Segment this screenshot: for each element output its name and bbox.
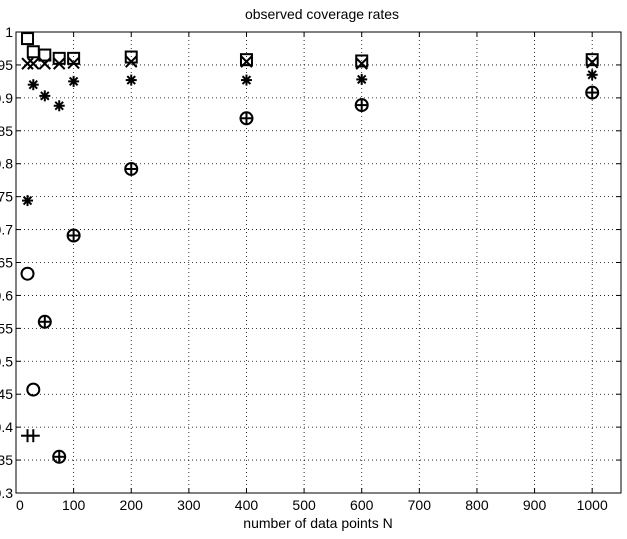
x-tick-label: 0 bbox=[16, 497, 24, 513]
x-marker bbox=[585, 56, 599, 69]
x-marker bbox=[240, 55, 253, 68]
x-tick-label: 100 bbox=[62, 497, 86, 513]
plus-marker bbox=[355, 98, 369, 112]
square-marker bbox=[26, 45, 40, 59]
y-tick-label: 0.8 bbox=[0, 156, 13, 172]
x-tick-label: 600 bbox=[350, 497, 374, 513]
asterisk-marker bbox=[240, 74, 252, 86]
plus-marker bbox=[239, 111, 253, 125]
x-marker bbox=[125, 55, 138, 68]
x-axis-label: number of data points N bbox=[243, 515, 392, 531]
plus-marker bbox=[124, 162, 138, 176]
square-marker bbox=[239, 53, 253, 67]
circle-marker bbox=[20, 266, 35, 281]
x-tick-label: 200 bbox=[120, 497, 144, 513]
plus-marker bbox=[52, 450, 66, 464]
plus-marker bbox=[585, 86, 599, 100]
x-marker bbox=[355, 57, 368, 70]
x-marker bbox=[21, 57, 34, 70]
y-tick-label: 0.4 bbox=[0, 419, 13, 435]
y-tick-label: 0.7 bbox=[0, 222, 13, 238]
square-marker bbox=[21, 32, 35, 46]
x-marker bbox=[38, 57, 52, 70]
y-tick-label: 1 bbox=[5, 24, 13, 40]
asterisk-marker bbox=[53, 100, 65, 112]
y-tick-label: 0.3 bbox=[0, 485, 13, 501]
asterisk-marker bbox=[22, 195, 34, 207]
plus-marker bbox=[38, 315, 52, 329]
x-tick-label: 1000 bbox=[577, 497, 608, 513]
x-tick-label: 700 bbox=[408, 497, 432, 513]
asterisk-marker bbox=[586, 69, 598, 81]
plus-marker bbox=[67, 228, 81, 242]
square-marker bbox=[585, 53, 599, 67]
plot-frame bbox=[15, 31, 622, 494]
y-tick-label: 0.55 bbox=[0, 320, 13, 336]
y-tick-label: 0.85 bbox=[0, 123, 13, 139]
square-marker bbox=[38, 48, 52, 62]
asterisk-marker bbox=[39, 90, 51, 102]
data-markers bbox=[20, 32, 600, 464]
x-marker bbox=[53, 57, 66, 70]
y-tick-label: 0.95 bbox=[0, 57, 13, 73]
x-tick-label: 900 bbox=[523, 497, 547, 513]
y-tick-label: 0.35 bbox=[0, 452, 13, 468]
square-marker bbox=[355, 54, 369, 68]
square-marker bbox=[52, 51, 66, 65]
y-tick-label: 0.75 bbox=[0, 189, 13, 205]
x-tick-label: 800 bbox=[465, 497, 489, 513]
y-tick-label: 0.65 bbox=[0, 255, 13, 271]
circle-marker bbox=[26, 382, 41, 397]
y-tick-label: 0.9 bbox=[0, 90, 13, 106]
x-tick-label: 300 bbox=[177, 497, 201, 513]
x-marker bbox=[27, 57, 40, 70]
asterisk-marker bbox=[125, 74, 137, 86]
asterisk-marker bbox=[68, 75, 80, 87]
y-tick-label: 0.45 bbox=[0, 386, 13, 402]
axis-ticks: 0 100 200 300 400 500 600 700 800 900 1000 0.3 0.35 0… bbox=[0, 24, 621, 513]
y-tick-label: 0.5 bbox=[0, 353, 13, 369]
grid bbox=[16, 32, 621, 493]
x-tick-label: 400 bbox=[235, 497, 259, 513]
chart-title: observed coverage rates bbox=[245, 6, 399, 22]
y-tick-label: 0.6 bbox=[0, 287, 13, 303]
x-tick-label: 500 bbox=[292, 497, 316, 513]
asterisk-marker bbox=[356, 73, 368, 85]
plus-marker bbox=[26, 429, 40, 443]
x-marker bbox=[67, 56, 80, 70]
asterisk-marker bbox=[27, 79, 39, 91]
